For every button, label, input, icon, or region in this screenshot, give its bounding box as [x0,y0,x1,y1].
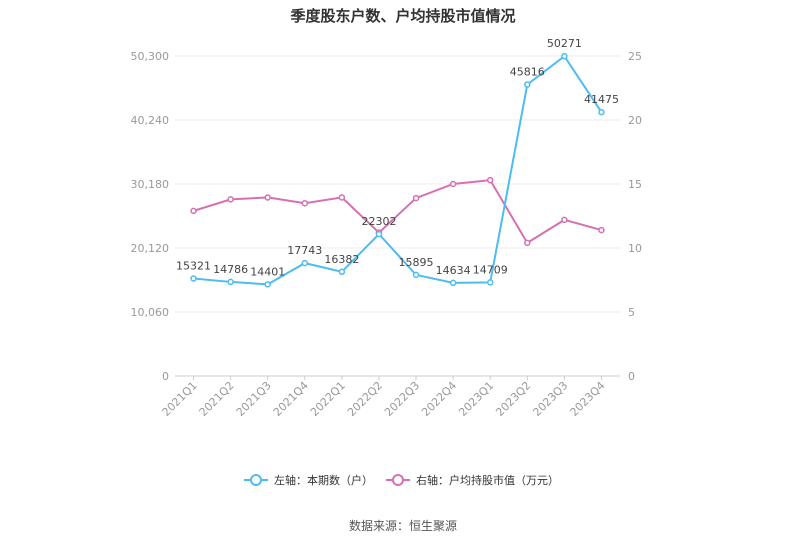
series-0-line [193,54,603,286]
series-0-point [561,52,568,60]
series-1-point [190,207,197,215]
x-axis-tick-label: 2021Q4 [271,379,311,419]
right-axis-tick-label: 0 [628,370,635,383]
x-axis-tick-label: 2022Q2 [345,379,385,419]
series-0-point [486,279,494,286]
left-axis-tick-label: 10,060 [131,306,170,319]
series-1-point [561,216,568,224]
x-axis-tick-label: 2023Q1 [456,379,496,419]
x-axis-tick-label: 2021Q1 [160,379,200,419]
series-1-point [524,239,531,247]
series-1-point [412,194,420,202]
legend: 左轴：本期数（户） 右轴：户均持股市值（万元） [244,473,559,487]
source-note: 数据来源：恒生聚源 [349,518,457,533]
legend-item-left[interactable]: 左轴：本期数（户） [244,473,373,487]
series-1-point [301,199,309,207]
x-axis-ticks: 2021Q12021Q22021Q32021Q42022Q12022Q22022… [160,376,608,419]
series-0-point [449,279,457,287]
series-0-data-label: 14634 [436,264,471,277]
series-1-point [598,226,605,234]
series-0-data-label: 14401 [250,265,285,278]
left-axis-tick-label: 0 [162,370,169,383]
series-0-point [190,275,197,282]
series-1-point [486,176,494,184]
series-0-data-label: 22302 [361,215,396,228]
series-0-data-label: 15321 [176,260,211,273]
series-right [190,176,605,247]
x-axis-tick-label: 2021Q2 [197,379,237,419]
right-axis-tick-label: 25 [628,50,642,63]
series-0-data-label: 41475 [584,93,619,106]
chart-title: 季度股东户数、户均持股市值情况 [290,7,515,25]
series-1-point [449,180,457,188]
series-0-point [227,278,234,286]
series-1-point [227,196,234,203]
legend-marker-right [392,474,404,486]
series-0-point [338,268,346,276]
series-1-point [338,194,346,201]
series-0-data-label: 14709 [473,263,508,276]
series-0-data-label: 17743 [287,244,322,257]
left-axis-tick-label: 50,300 [131,50,170,63]
right-axis-tick-label: 10 [628,242,642,255]
right-axis-tick-label: 15 [628,178,642,191]
left-axis-tick-label: 30,180 [131,178,170,191]
x-axis-tick-label: 2021Q3 [234,379,274,419]
legend-label-left: 左轴：本期数（户） [274,473,373,487]
legend-item-right[interactable]: 右轴：户均持股市值（万元） [386,473,559,487]
series-0-point [301,259,309,267]
series-0-data-label: 50271 [547,37,582,50]
grid-lines [175,55,620,377]
series-0-data-label: 14786 [213,263,248,276]
series-0-point [598,108,605,116]
right-axis-tick-label: 20 [628,114,642,127]
x-axis-tick-label: 2023Q2 [493,379,533,419]
x-axis-tick-label: 2022Q1 [308,379,348,419]
series-0-data-label: 15895 [399,256,434,269]
left-axis-tick-label: 20,120 [131,242,170,255]
series-0-data-label: 45816 [510,66,545,79]
legend-label-right: 右轴：户均持股市值（万元） [416,473,559,487]
series-0-data-label: 16382 [324,253,359,266]
x-axis-tick-label: 2022Q4 [419,379,459,419]
left-axis-ticks: 0 10,060 20,120 30,180 40,240 50,300 [131,50,170,383]
x-axis-tick-label: 2022Q3 [382,379,422,419]
x-axis-tick-label: 2023Q3 [530,379,570,419]
legend-marker-left [250,474,262,486]
right-axis-ticks: 0 5 10 15 20 25 [628,50,642,383]
right-axis-tick-label: 5 [628,306,635,319]
left-axis-tick-label: 40,240 [131,114,170,127]
series-1-line [193,179,602,245]
series-0-point [264,281,271,288]
series-1-point [264,194,271,201]
x-axis-tick-label: 2023Q4 [568,379,608,419]
series-0-point [524,81,531,88]
series-0-point [412,271,420,279]
series-0-point [375,230,383,238]
